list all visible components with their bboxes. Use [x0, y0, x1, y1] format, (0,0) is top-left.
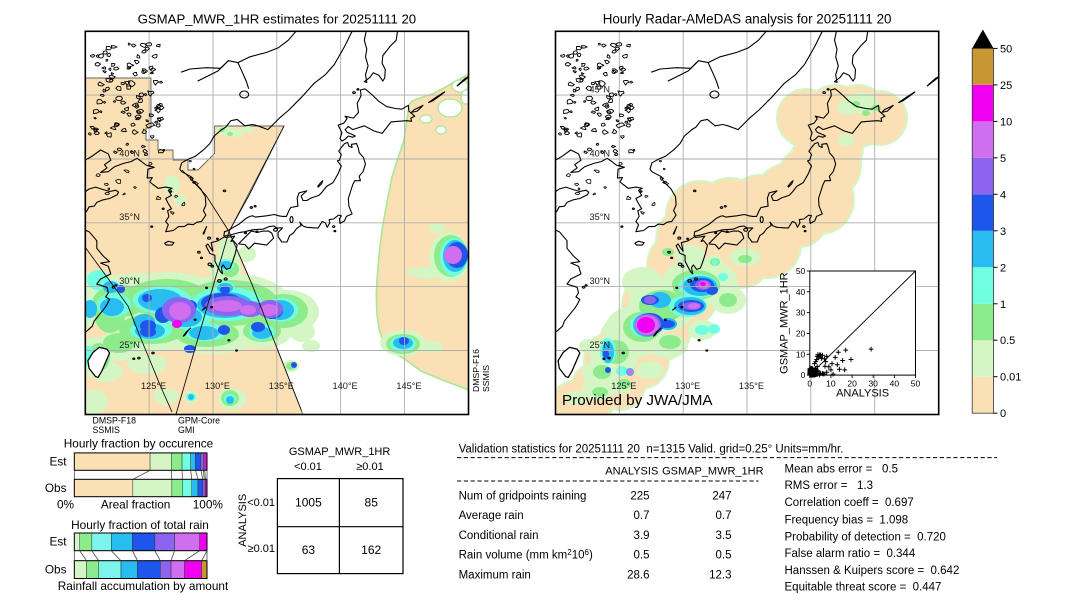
svg-text:20: 20: [796, 329, 806, 339]
svg-text:Rain volume (mm km2106): Rain volume (mm km2106): [459, 548, 593, 562]
svg-text:10: 10: [1000, 116, 1012, 128]
svg-text:0.7: 0.7: [716, 510, 732, 522]
svg-text:Rainfall accumulation by amoun: Rainfall accumulation by amount: [58, 579, 229, 593]
svg-text:ANALYSIS: ANALYSIS: [237, 494, 249, 547]
svg-text:Frequency bias = 1.098: Frequency bias = 1.098: [785, 514, 909, 526]
svg-text:10: 10: [796, 349, 806, 359]
svg-text:GSMAP_MWR_1HR: GSMAP_MWR_1HR: [779, 272, 791, 374]
svg-text:85: 85: [365, 496, 379, 510]
svg-text:Mean abs error = 0.5: Mean abs error = 0.5: [785, 464, 898, 476]
svg-text:<0.01: <0.01: [294, 461, 322, 473]
svg-text:5: 5: [1000, 153, 1006, 165]
svg-text:45°N: 45°N: [590, 84, 611, 94]
svg-text:DMSP-F18: DMSP-F18: [93, 415, 137, 425]
svg-text:130°E: 130°E: [205, 381, 230, 391]
svg-text:0%: 0%: [57, 498, 75, 512]
svg-text:RMS error = 1.3: RMS error = 1.3: [785, 480, 874, 492]
svg-text:30: 30: [868, 379, 878, 389]
svg-text:0: 0: [1000, 408, 1006, 420]
svg-text:0.7: 0.7: [634, 510, 650, 522]
svg-text:30°N: 30°N: [119, 276, 140, 286]
svg-text:Equitable threat score = 0.44: Equitable threat score = 0.447: [785, 582, 942, 594]
svg-text:125°E: 125°E: [141, 381, 166, 391]
svg-text:145°E: 145°E: [396, 381, 421, 391]
svg-text:20: 20: [847, 379, 857, 389]
svg-text:40: 40: [796, 287, 806, 297]
svg-text:10: 10: [826, 379, 836, 389]
svg-text:0: 0: [801, 370, 806, 380]
svg-text:Average rain: Average rain: [459, 510, 524, 522]
svg-text:3: 3: [1000, 226, 1006, 238]
svg-text:Obs: Obs: [45, 563, 67, 577]
svg-text:50: 50: [911, 379, 921, 389]
svg-text:Hourly Radar-AMeDAS analysis f: Hourly Radar-AMeDAS analysis for 2025111…: [603, 12, 892, 27]
svg-text:50: 50: [1000, 43, 1012, 55]
svg-text:GMI: GMI: [178, 425, 195, 435]
svg-text:35°N: 35°N: [590, 212, 611, 222]
svg-text:Correlation coeff = 0.697: Correlation coeff = 0.697: [785, 497, 914, 509]
svg-text:247: 247: [712, 490, 731, 502]
svg-text:30°N: 30°N: [590, 276, 611, 286]
svg-text:3.5: 3.5: [716, 530, 732, 542]
svg-text:30: 30: [796, 308, 806, 318]
svg-text:1005: 1005: [295, 496, 322, 510]
svg-text:130°E: 130°E: [675, 381, 700, 391]
svg-text:0.5: 0.5: [634, 550, 650, 562]
svg-text:35°N: 35°N: [119, 212, 140, 222]
svg-text:False alarm ratio = 0.344: False alarm ratio = 0.344: [785, 548, 916, 560]
svg-text:140°E: 140°E: [333, 381, 358, 391]
svg-text:2: 2: [1000, 262, 1006, 274]
svg-text:Maximum rain: Maximum rain: [459, 570, 531, 582]
svg-text:135°E: 135°E: [739, 381, 764, 391]
svg-text:135°E: 135°E: [269, 381, 294, 391]
svg-text:Est: Est: [49, 455, 67, 469]
svg-text:100%: 100%: [193, 498, 224, 512]
svg-text:SSMIS: SSMIS: [93, 425, 121, 435]
svg-text:DMSP-F16: DMSP-F16: [471, 349, 481, 392]
svg-text:Hourly fraction of total rain: Hourly fraction of total rain: [71, 518, 209, 532]
svg-text:Validation statistics for 2025: Validation statistics for 20251111 20 n=…: [459, 443, 844, 455]
svg-text:Probability of detection = 0.: Probability of detection = 0.720: [785, 531, 946, 543]
svg-text:25: 25: [1000, 80, 1012, 92]
svg-text:3.9: 3.9: [634, 530, 650, 542]
svg-text:0.01: 0.01: [1000, 372, 1021, 384]
svg-text:<0.01: <0.01: [247, 497, 275, 509]
svg-text:Provided by JWA/JMA: Provided by JWA/JMA: [562, 392, 713, 409]
svg-text:0: 0: [807, 379, 812, 389]
svg-text:25°N: 25°N: [119, 340, 140, 350]
svg-text:1: 1: [1000, 299, 1006, 311]
svg-text:Conditional rain: Conditional rain: [459, 530, 539, 542]
svg-text:ANALYSIS: ANALYSIS: [836, 388, 889, 400]
svg-text:Num of gridpoints raining: Num of gridpoints raining: [459, 490, 587, 502]
svg-text:0.5: 0.5: [1000, 335, 1015, 347]
svg-text:ANALYSIS: ANALYSIS: [605, 466, 658, 478]
svg-text:SSMIS: SSMIS: [481, 365, 491, 392]
svg-text:Hanssen & Kuipers score = 0.6: Hanssen & Kuipers score = 0.642: [785, 565, 960, 577]
svg-text:Areal fraction: Areal fraction: [101, 498, 171, 512]
svg-text:Obs: Obs: [45, 481, 67, 495]
svg-text:12.3: 12.3: [709, 570, 731, 582]
svg-text:GSMAP_MWR_1HR: GSMAP_MWR_1HR: [289, 446, 391, 458]
svg-text:40: 40: [890, 379, 900, 389]
svg-text:Hourly fraction by occurence: Hourly fraction by occurence: [64, 437, 214, 451]
svg-text:GSMAP_MWR_1HR: GSMAP_MWR_1HR: [662, 466, 764, 478]
svg-text:40°N: 40°N: [119, 148, 140, 158]
svg-text:Est: Est: [49, 535, 67, 549]
svg-text:40°N: 40°N: [590, 148, 611, 158]
svg-text:63: 63: [302, 543, 316, 557]
svg-text:50: 50: [796, 266, 806, 276]
svg-text:0.5: 0.5: [716, 550, 732, 562]
svg-text:≥0.01: ≥0.01: [356, 461, 383, 473]
svg-text:225: 225: [630, 490, 649, 502]
svg-text:162: 162: [361, 543, 381, 557]
svg-text:125°E: 125°E: [611, 381, 636, 391]
svg-text:GPM-Core: GPM-Core: [178, 415, 220, 425]
svg-text:25°N: 25°N: [590, 340, 611, 350]
svg-text:GSMAP_MWR_1HR estimates for 20: GSMAP_MWR_1HR estimates for 20251111 20: [138, 12, 417, 27]
svg-text:28.6: 28.6: [627, 570, 649, 582]
svg-text:≥0.01: ≥0.01: [248, 543, 275, 555]
svg-text:4: 4: [1000, 189, 1006, 201]
